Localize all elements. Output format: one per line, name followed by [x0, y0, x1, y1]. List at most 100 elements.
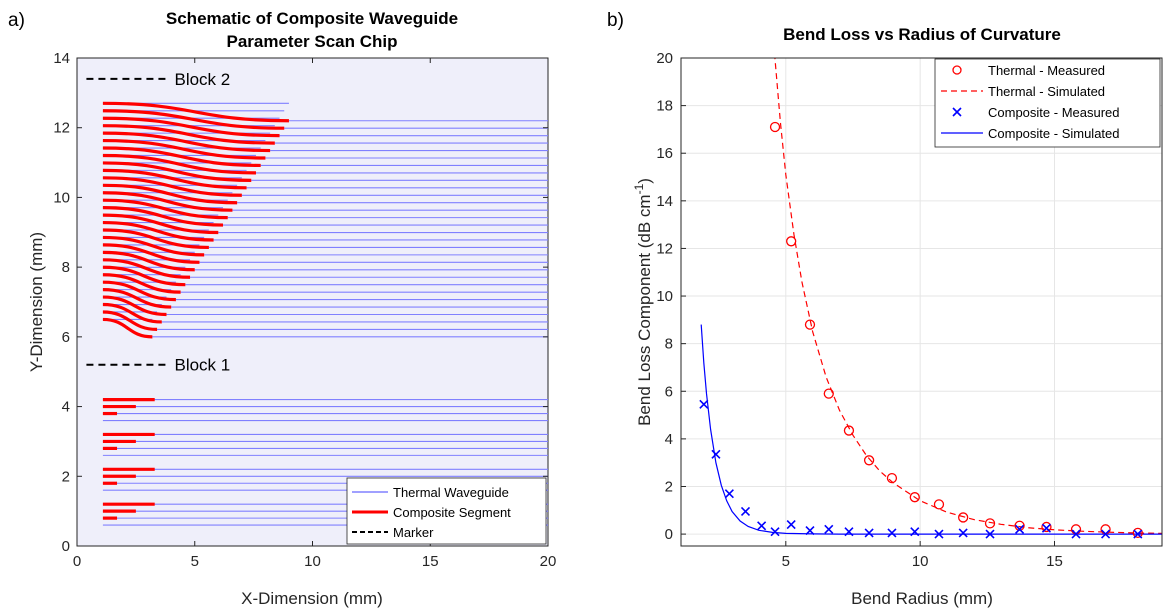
composite-segment-block2: [102, 183, 238, 205]
thermal-measured-point: [984, 518, 996, 529]
block-marker-label: Block 1: [174, 356, 230, 375]
y-tick-label: 4: [665, 431, 673, 448]
panel-a-xlabel: X-Dimension (mm): [241, 589, 383, 608]
composite-measured-point: [711, 449, 721, 459]
thermal-measured-point: [804, 319, 816, 330]
y-tick-label: 6: [665, 383, 673, 400]
composite-measured-point: [786, 520, 796, 530]
y-tick-label: 16: [656, 145, 673, 162]
x-tick-label: 10: [912, 553, 929, 570]
composite-segment-block2: [102, 206, 224, 227]
y-tick-label: 14: [656, 193, 673, 210]
panel-a-marks: Block 2 Block 1: [86, 70, 548, 526]
thermal-measured-point: [1132, 527, 1143, 539]
panel-b-ylabel-sup: -1: [632, 183, 646, 194]
composite-segment-block2: [102, 317, 153, 339]
legend-b-thermal-measured: Thermal - Measured: [988, 63, 1105, 78]
thermal-measured-point: [769, 121, 781, 133]
composite-measured-point: [1133, 529, 1143, 539]
thermal-measured-point: [886, 473, 898, 484]
block-marker-label: Block 2: [174, 70, 230, 89]
panel-b-ylabel-close: ): [635, 178, 654, 184]
legend-b-composite-measured: Composite - Measured: [988, 105, 1120, 120]
composite-measured-point: [1041, 523, 1052, 533]
y-tick-label: 0: [665, 526, 673, 543]
composite-segment-block2: [102, 250, 195, 272]
composite-measured-point: [887, 528, 897, 538]
panel-a-legend: Thermal Waveguide Composite Segment Mark…: [346, 477, 547, 545]
composite-segment-block2: [102, 213, 219, 235]
composite-segment-block2: [102, 161, 252, 182]
composite-segment-block2: [102, 176, 242, 197]
panel-b-legend-box: [934, 58, 1161, 148]
composite-measured-point: [934, 529, 944, 539]
thermal-measured-point: [933, 499, 945, 510]
y-tick-label: 8: [62, 259, 70, 276]
thermal-measured-point: [843, 425, 855, 436]
thermal-measured-point: [909, 492, 920, 503]
composite-segment-block2: [102, 131, 271, 153]
panel-b-title: Bend Loss vs Radius of Curvature: [783, 25, 1061, 44]
composite-measured-point: [844, 527, 854, 537]
panel-a-ylabel: Y-Dimension (mm): [27, 232, 46, 372]
panel-b-marks: [699, 58, 1163, 539]
composite-segment-block2: [102, 258, 191, 279]
y-tick-label: 18: [656, 98, 673, 115]
panel-b-xlabel: Bend Radius (mm): [851, 589, 993, 608]
panel-b-legend: Thermal - Measured Thermal - Simulated C…: [934, 58, 1161, 148]
composite-measured-point: [805, 525, 815, 536]
panel-b-plot-frame: [680, 57, 1163, 547]
composite-segment-block2: [102, 310, 158, 332]
composite-segment-block2: [102, 109, 285, 130]
composite-measured-point: [1101, 529, 1111, 539]
composite-segment-block2: [102, 153, 256, 175]
composite-segment-block2: [102, 288, 172, 309]
composite-segment-block2: [102, 295, 167, 317]
y-tick-label: 14: [53, 50, 70, 67]
legend-a-composite-segment: Composite Segment: [393, 505, 511, 520]
composite-segment-block2: [102, 138, 266, 160]
x-tick-label: 5: [782, 553, 790, 570]
legend-b-composite-simulated: Composite - Simulated: [988, 126, 1120, 141]
composite-measured-point: [910, 527, 920, 537]
composite-segment-block2: [102, 168, 247, 190]
composite-measured-point: [699, 399, 709, 409]
y-tick-label: 2: [62, 468, 70, 485]
composite-segment-block2: [102, 228, 209, 250]
x-tick-label: 5: [191, 553, 199, 570]
y-tick-label: 12: [656, 240, 673, 257]
x-tick-label: 15: [422, 553, 439, 570]
legend-a-thermal-waveguide: Thermal Waveguide: [393, 485, 509, 500]
y-tick-label: 0: [62, 538, 70, 555]
composite-segment-block2: [102, 191, 233, 212]
legend-b-composite-measured-swatch: [952, 107, 962, 117]
composite-measured-point: [724, 489, 734, 499]
x-tick-label: 10: [304, 553, 321, 570]
thermal-measured-point: [786, 236, 797, 247]
y-tick-label: 10: [53, 189, 70, 206]
thermal-measured-point: [1041, 521, 1052, 533]
composite-segment-block2: [102, 235, 205, 257]
composite-segment-block2: [102, 101, 289, 123]
panel-a-plot-area: [76, 57, 549, 547]
panel-a-title-line-1: Schematic of Composite Waveguide: [166, 9, 458, 28]
thermal-measured-point: [823, 388, 834, 399]
legend-a-marker: Marker: [393, 525, 434, 540]
panel-a-title-line-2: Parameter Scan Chip: [226, 32, 397, 51]
composite-measured-point: [1015, 524, 1025, 534]
y-tick-label: 4: [62, 399, 70, 416]
composite-segment-block2: [102, 146, 261, 168]
y-tick-label: 8: [665, 336, 673, 353]
thermal-measured-point: [863, 455, 875, 466]
composite-measured-point: [770, 527, 780, 537]
y-tick-label: 6: [62, 329, 70, 346]
composite-segment-block2: [102, 243, 200, 264]
panel-a: a) Schematic of Composite Waveguide Para…: [8, 9, 556, 608]
composite-measured-point: [740, 506, 751, 517]
y-tick-label: 10: [656, 288, 673, 305]
y-tick-label: 12: [53, 120, 70, 137]
panel-b-ylabel-main: Bend Loss Component (dB cm: [635, 194, 654, 426]
x-tick-label: 0: [73, 553, 81, 570]
composite-segment-block2: [102, 198, 228, 220]
